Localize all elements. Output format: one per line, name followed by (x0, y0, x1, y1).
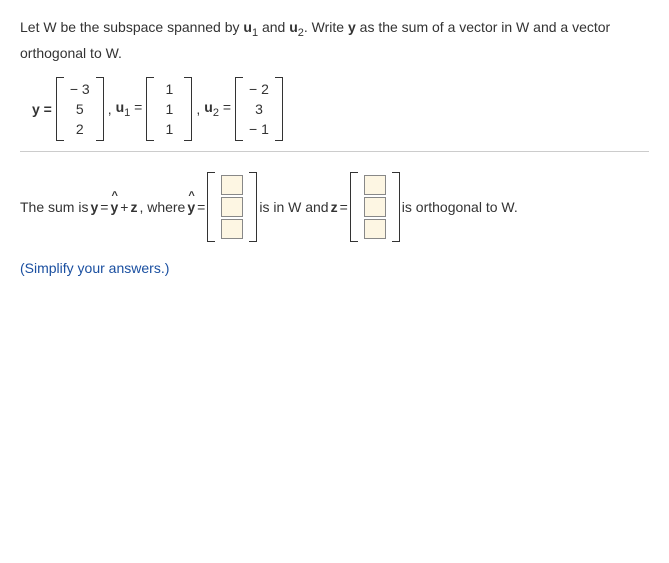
y-0: − 3 (70, 79, 90, 99)
comma: , (196, 101, 200, 117)
vector-y: − 3 5 2 (56, 77, 104, 141)
y: y (348, 19, 356, 35)
u2-0: − 2 (249, 79, 269, 99)
u1-1: 1 (160, 99, 178, 119)
u1-2: 1 (160, 119, 178, 139)
answer-row: The sum is y = y + z , where y = is in W… (20, 172, 649, 242)
eq: = (219, 99, 231, 115)
u1-0: 1 (160, 79, 178, 99)
y-hat: y (110, 199, 118, 215)
eq: = (197, 199, 205, 215)
comma: , (108, 101, 112, 117)
eq: = (130, 99, 142, 115)
divider (20, 151, 649, 152)
eq: = (340, 199, 348, 215)
given-vectors-row: y = − 3 5 2 , u 1 = 1 1 1 , u 2 = − 2 3 − … (32, 77, 649, 141)
y-label: y = (32, 101, 52, 117)
u2-1: 3 (249, 99, 269, 119)
yhat-input-1[interactable] (221, 197, 243, 217)
y-hat-label: y (187, 199, 195, 215)
yhat-input-0[interactable] (221, 175, 243, 195)
text: is in W and (259, 199, 328, 215)
text: is orthogonal to W. (402, 199, 518, 215)
u1: u (243, 19, 252, 35)
z-input-vector (350, 172, 400, 242)
u2: u (289, 19, 298, 35)
u1-label: u (116, 99, 125, 115)
y-1: 5 (70, 99, 90, 119)
y: y (90, 199, 98, 215)
z: z (130, 199, 137, 215)
z-input-0[interactable] (364, 175, 386, 195)
u2-label: u (204, 99, 213, 115)
text: The sum is (20, 199, 88, 215)
vector-u2: − 2 3 − 1 (235, 77, 283, 141)
yhat-input-vector (207, 172, 257, 242)
z-input-1[interactable] (364, 197, 386, 217)
text: and (258, 19, 289, 35)
yhat-input-2[interactable] (221, 219, 243, 239)
plus: + (120, 199, 128, 215)
vector-u1: 1 1 1 (146, 77, 192, 141)
z-input-2[interactable] (364, 219, 386, 239)
z-label: z (331, 199, 338, 215)
y-2: 2 (70, 119, 90, 139)
problem-statement: Let W be the subspace spanned by u1 and … (20, 16, 649, 65)
eq: = (100, 199, 108, 215)
text: . Write (304, 19, 348, 35)
u2-2: − 1 (249, 119, 269, 139)
text: Let W be the subspace spanned by (20, 19, 243, 35)
text: , where (139, 199, 185, 215)
simplify-note: (Simplify your answers.) (20, 260, 649, 276)
